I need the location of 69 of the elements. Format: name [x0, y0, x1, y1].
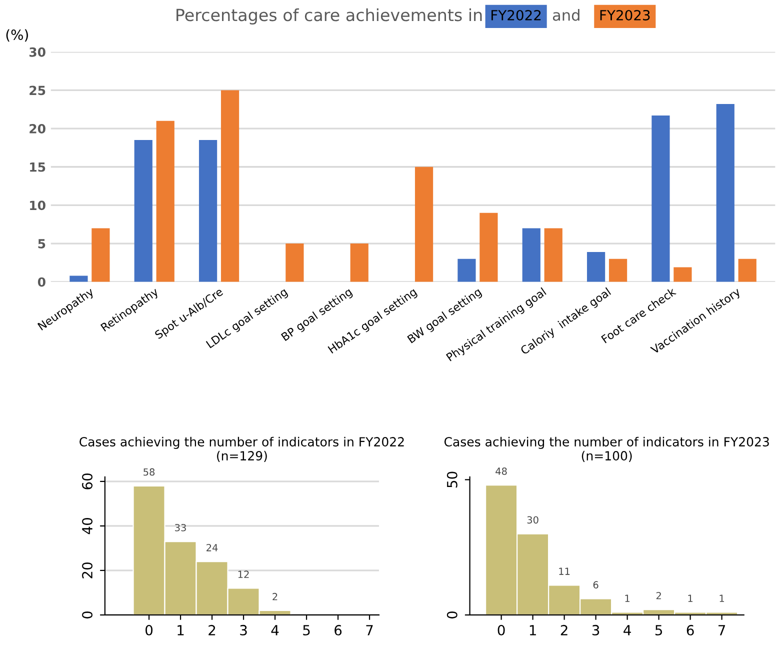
chart-title: Cases achieving the number of indicators in FY2023	[444, 436, 769, 449]
y-tick-label: 20	[30, 124, 46, 134]
bar	[608, 258, 628, 282]
chart-subtitle: (n=100)	[582, 450, 632, 462]
bar	[522, 228, 540, 282]
x-tick-label: 3	[240, 624, 247, 636]
data-label: 1	[720, 594, 724, 602]
x-tick-label: 2	[208, 624, 216, 636]
bar	[198, 140, 218, 282]
data-label: 58	[144, 468, 155, 476]
data-label: 1	[625, 594, 630, 602]
y-tick-label: 10	[30, 200, 46, 210]
data-label: 24	[206, 544, 218, 552]
bar	[414, 166, 434, 282]
bar	[480, 212, 498, 282]
x-tick-label: 0	[146, 624, 153, 636]
text: FY2023	[600, 10, 650, 20]
y-tick-label: 0	[38, 277, 46, 287]
text: FY2022	[492, 10, 541, 20]
bar	[350, 244, 368, 282]
bar	[156, 120, 174, 282]
x-tick-label: 3	[592, 624, 600, 636]
chart-subtitle: (n=129)	[217, 450, 267, 462]
bar	[716, 104, 734, 282]
bar	[220, 90, 240, 282]
y-axis-title: (%)	[6, 29, 28, 42]
x-tick-label: 7	[366, 625, 373, 636]
x-tick-label: 6	[334, 624, 342, 636]
x-tick-label: 6	[686, 624, 694, 636]
data-label: 1	[688, 594, 692, 602]
x-tick-label: 4	[271, 625, 279, 636]
y-tick-label: 50	[446, 472, 458, 488]
bar	[674, 267, 692, 282]
chart-title: Cases achieving the number of indicators in FY2022	[80, 436, 404, 449]
x-tick-label: 1	[178, 625, 184, 636]
y-tick-label: 5	[38, 239, 46, 248]
data-label: 2	[656, 592, 661, 600]
data-label: 30	[527, 516, 538, 524]
x-tick-label: 4	[624, 625, 631, 636]
x-tick-label: 7	[718, 625, 726, 636]
data-label: 2	[272, 592, 278, 600]
x-tick-label: 1	[530, 625, 536, 636]
x-tick-label: 0	[498, 624, 505, 636]
chart-title: Percentages of care achievements in	[176, 8, 482, 24]
x-tick-label: 2	[560, 624, 568, 636]
text: and	[552, 9, 580, 21]
bar	[286, 244, 304, 282]
y-tick-label: 25	[30, 86, 46, 96]
bar	[70, 276, 88, 282]
bar	[586, 252, 606, 282]
y-tick-label: 20	[82, 562, 93, 578]
data-label: 6	[593, 581, 598, 589]
y-tick-label: 30	[29, 47, 46, 57]
bar	[92, 228, 110, 282]
y-tick-label: 40	[82, 518, 93, 534]
bar	[458, 258, 476, 282]
y-tick-label: 60	[82, 474, 93, 490]
data-label: 11	[559, 568, 570, 575]
data-label: 33	[175, 524, 186, 532]
bar	[738, 258, 756, 282]
bar	[544, 228, 562, 282]
data-label: 12	[238, 570, 249, 578]
x-tick-label: 5	[303, 625, 310, 636]
x-tick-label: 5	[655, 625, 662, 636]
bar	[134, 140, 152, 282]
data-label: 48	[496, 468, 507, 475]
y-tick-label: 0	[82, 611, 93, 618]
bar	[652, 116, 670, 282]
y-tick-label: 15	[30, 162, 46, 172]
